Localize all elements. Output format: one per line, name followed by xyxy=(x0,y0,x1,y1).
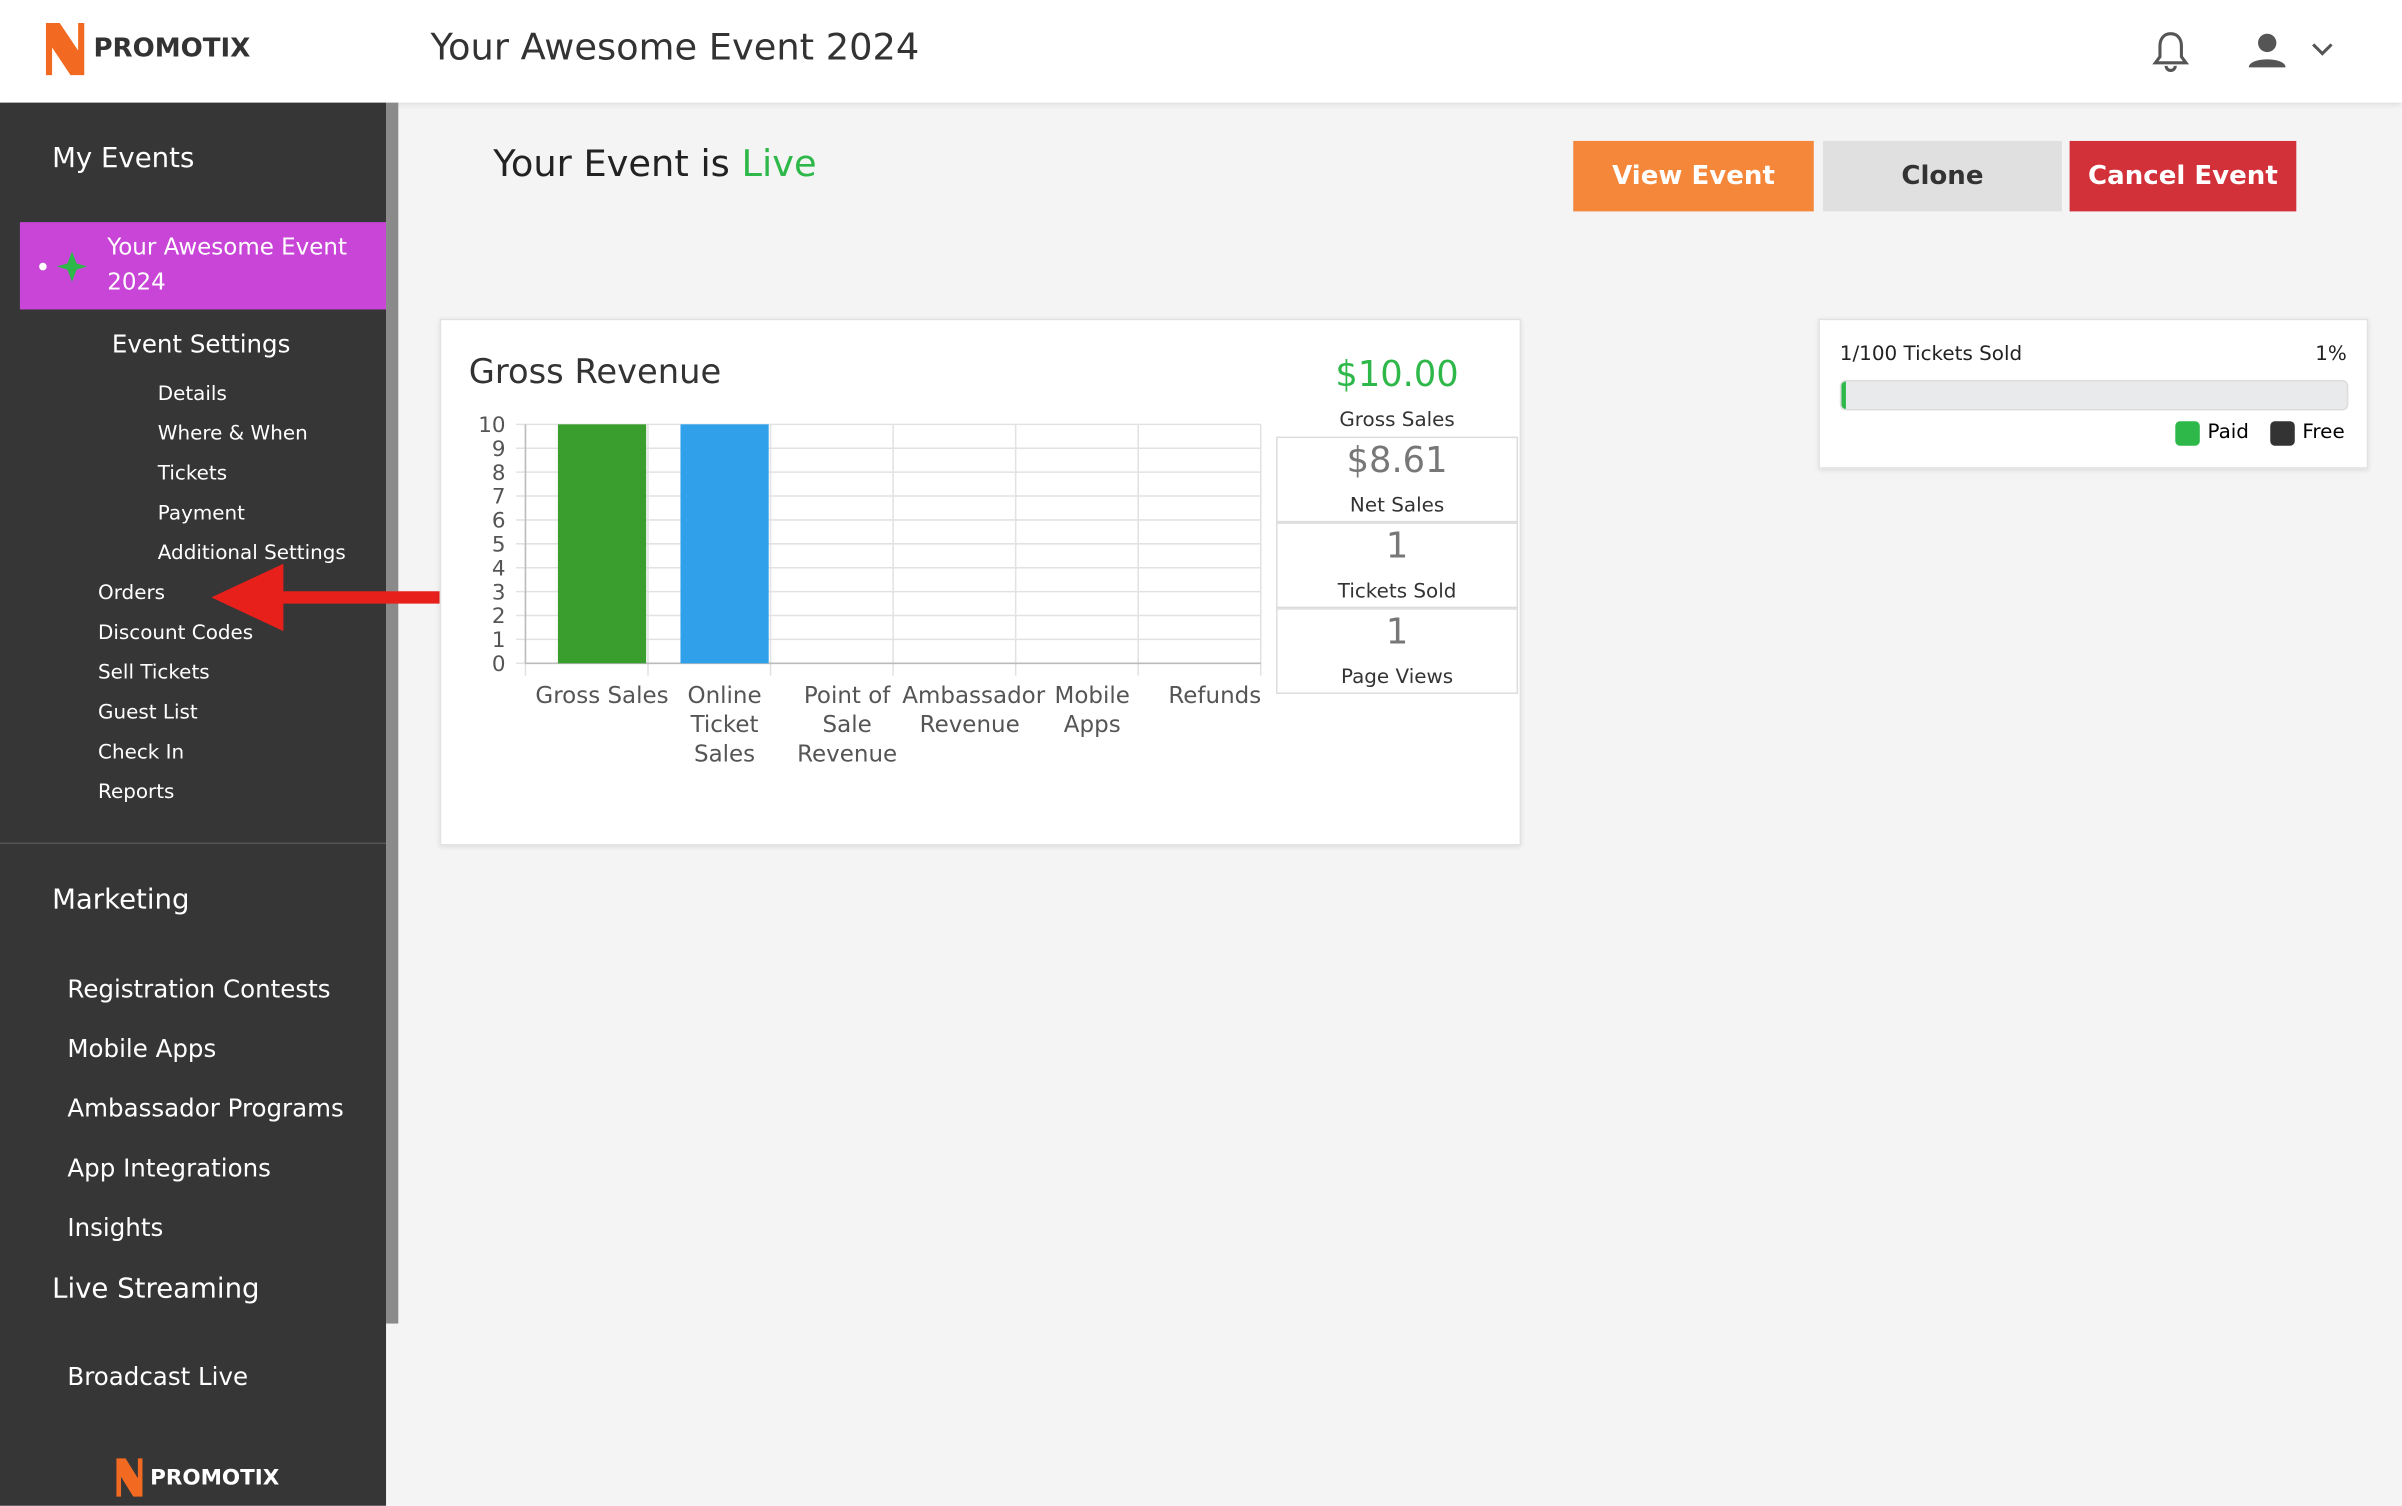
stat-value: 1 xyxy=(1385,526,1409,567)
user-menu[interactable] xyxy=(2247,31,2345,71)
stat-label: Tickets Sold xyxy=(1337,580,1457,604)
section-heading: Marketing xyxy=(52,883,190,917)
cancel-button[interactable]: Cancel Event xyxy=(2069,140,2297,212)
active-event[interactable]: Your Awesome Event 2024 xyxy=(19,222,387,310)
y-tick-label: 2 xyxy=(492,604,506,629)
view-event-button[interactable]: View Event xyxy=(1573,140,1814,212)
status-prefix: Your Event is xyxy=(493,142,730,186)
stat-label: Page Views xyxy=(1340,666,1454,690)
nav-item[interactable]: Where & When xyxy=(157,422,308,446)
stat-value: $8.61 xyxy=(1346,441,1448,482)
stat-box: $8.61 Net Sales xyxy=(1276,436,1519,523)
nav-item[interactable]: Details xyxy=(157,382,227,406)
scrollbar[interactable] xyxy=(386,102,399,1324)
bar xyxy=(680,424,769,664)
nav-item[interactable]: Additional Settings xyxy=(157,542,346,566)
y-tick-label: 3 xyxy=(492,580,506,605)
nav-item[interactable]: Orders xyxy=(98,582,166,606)
tickets-card: 1/100 Tickets Sold 1% Paid Free xyxy=(1818,318,2369,469)
nav-item[interactable]: Registration Contests xyxy=(67,974,331,1004)
clone-button[interactable]: Clone xyxy=(1822,140,2062,212)
stat-value: $10.00 xyxy=(1335,355,1459,396)
bar xyxy=(557,424,647,664)
divider xyxy=(0,842,387,845)
x-tick-label: Point of Sale Revenue xyxy=(797,681,898,768)
section-heading: Live Streaming xyxy=(52,1273,260,1306)
status-text: Your Event is Live xyxy=(493,142,816,185)
nav-item[interactable]: Reports xyxy=(98,781,175,805)
nav-item[interactable]: Guest List xyxy=(98,701,198,725)
chart-title: Gross Revenue xyxy=(468,353,722,393)
sidebar: My Events Your Awesome Event 2024 Event … xyxy=(0,102,387,1506)
nav-item[interactable]: Mobile Apps xyxy=(67,1034,217,1064)
stat-box: 1 Tickets Sold xyxy=(1276,522,1519,609)
nav-item[interactable]: Tickets xyxy=(157,462,228,486)
progress-track xyxy=(1839,379,2349,411)
y-tick-label: 10 xyxy=(478,413,505,438)
x-tick-label: Refunds xyxy=(1168,681,1262,710)
nav-item[interactable]: Sell Tickets xyxy=(98,661,210,685)
footer-logo-icon xyxy=(116,1458,143,1497)
nav-item[interactable]: Discount Codes xyxy=(98,621,254,645)
y-tick-label: 8 xyxy=(492,461,506,486)
legend-label: Paid xyxy=(2207,421,2249,445)
brand: PROMOTIX xyxy=(93,33,251,65)
bell-icon[interactable] xyxy=(2151,29,2191,72)
progress-fill xyxy=(1841,381,1847,410)
nav-item[interactable]: Broadcast Live xyxy=(67,1361,249,1391)
y-tick-label: 5 xyxy=(492,532,506,557)
tickets-label: 1/100 Tickets Sold xyxy=(1839,343,2023,367)
settings-heading[interactable]: Event Settings xyxy=(111,329,291,359)
logo-icon xyxy=(45,22,85,76)
x-tick-label: Ambassador Revenue xyxy=(902,681,1046,739)
stat-value: 1 xyxy=(1385,612,1409,653)
nav-item[interactable]: Ambassador Programs xyxy=(67,1093,344,1123)
active-event-name: Your Awesome Event 2024 xyxy=(107,232,347,296)
stat-box: 1 Page Views xyxy=(1276,608,1519,694)
legend-label: Free xyxy=(2302,421,2345,445)
progress-label: 1% xyxy=(2315,343,2347,367)
active-icon xyxy=(39,251,88,282)
y-tick-label: 6 xyxy=(492,509,506,534)
stat-label: Net Sales xyxy=(1349,494,1445,518)
x-tick-label: Online Ticket Sales xyxy=(687,681,762,768)
y-tick-label: 9 xyxy=(492,437,506,462)
annotation-arrow xyxy=(211,563,544,632)
legend-swatch xyxy=(2175,421,2200,446)
y-tick-label: 1 xyxy=(492,628,506,653)
legend-swatch xyxy=(2270,421,2295,446)
y-tick-label: 4 xyxy=(492,556,506,581)
x-tick-label: Gross Sales xyxy=(535,681,669,710)
y-tick-label: 0 xyxy=(492,652,506,677)
x-tick-label: Mobile Apps xyxy=(1054,681,1130,739)
nav-item[interactable]: App Integrations xyxy=(67,1153,271,1183)
header: PROMOTIX Your Awesome Event 2024 xyxy=(0,0,2402,103)
nav-item[interactable]: Check In xyxy=(98,741,185,765)
nav-item[interactable]: Payment xyxy=(157,502,245,526)
y-tick-label: 7 xyxy=(492,485,506,510)
footer-brand: PROMOTIX xyxy=(150,1466,280,1491)
stat-label: Gross Sales xyxy=(1339,409,1455,432)
nav-item[interactable]: Insights xyxy=(67,1213,164,1243)
section-heading: My Events xyxy=(52,142,195,175)
event-title: Your Awesome Event 2024 xyxy=(430,26,920,69)
status: Live xyxy=(741,142,817,186)
